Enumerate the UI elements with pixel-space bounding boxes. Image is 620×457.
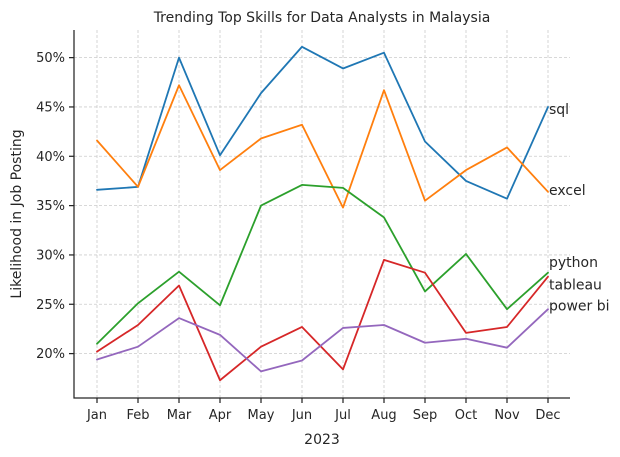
series-line-sql <box>96 45 549 200</box>
series-line-excel <box>96 84 549 209</box>
y-tick-label: 35% <box>36 199 65 214</box>
x-tick-label: Jan <box>86 408 107 423</box>
x-tick-label: May <box>248 408 275 423</box>
chart-title: Trending Top Skills for Data Analysts in… <box>153 10 491 26</box>
series-label: power bi <box>549 298 610 314</box>
y-tick-label: 25% <box>36 298 65 313</box>
x-tick-label: Jun <box>291 408 312 423</box>
y-tick-label: 50% <box>36 51 65 66</box>
y-tick-label: 30% <box>36 248 65 263</box>
y-tick-label: 40% <box>36 150 65 165</box>
x-tick-label: Aug <box>371 408 396 423</box>
series-lines <box>96 45 549 382</box>
x-tick-label: Jul <box>334 408 351 423</box>
series-line-python <box>96 183 549 345</box>
series-label: tableau <box>549 278 602 294</box>
x-tick-label: Dec <box>535 408 560 423</box>
y-axis: 20% 25% 30% 35% 40% 45% 50% <box>36 51 74 362</box>
x-axis: Jan Feb Mar Apr May Jun Jul Aug Sep Oct Nov Dec <box>86 398 561 423</box>
series-line-tableau <box>96 258 549 382</box>
y-tick-label: 45% <box>36 100 65 115</box>
series-label-group: sql excel python tableau power bi <box>549 102 610 314</box>
x-tick-label: Mar <box>167 408 192 423</box>
x-tick-label: Apr <box>209 408 232 423</box>
series-label: sql <box>549 102 569 118</box>
series-label: excel <box>549 183 586 199</box>
x-tick-label: Sep <box>413 408 438 423</box>
series-label: python <box>549 255 598 271</box>
x-axis-label: 2023 <box>304 432 340 448</box>
x-tick-label: Nov <box>494 408 520 423</box>
series-line-power-bi <box>96 308 549 373</box>
y-tick-label: 20% <box>36 347 65 362</box>
x-tick-label: Feb <box>126 408 149 423</box>
axis-spines <box>73 30 570 399</box>
grid-lines <box>74 30 570 398</box>
y-axis-label: Likelihood in Job Posting <box>9 129 25 298</box>
x-tick-label: Oct <box>455 408 477 423</box>
